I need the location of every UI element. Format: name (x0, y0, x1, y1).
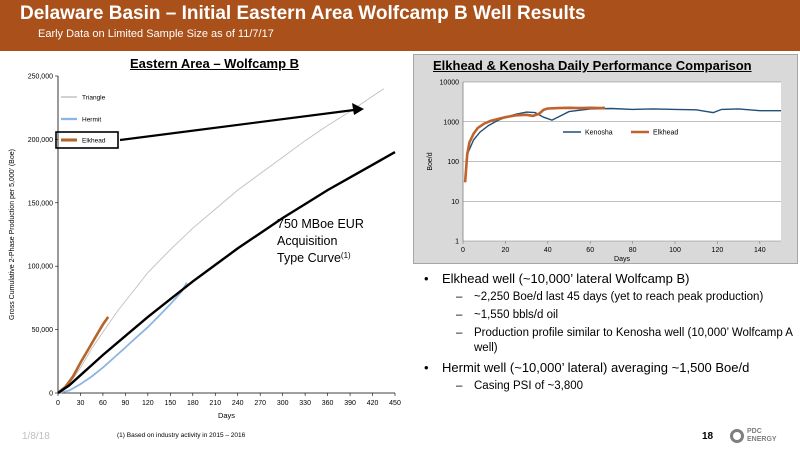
x-axis-label: Days (218, 411, 235, 420)
x-tick-label: 390 (344, 400, 356, 407)
x-tick-label: 180 (187, 400, 199, 407)
x-tick-label: 150 (164, 400, 176, 407)
sub-bullet: ~2,250 Boe/d last 45 days (yet to reach … (420, 290, 795, 305)
x-tick-label: 300 (277, 400, 289, 407)
y-tick-label: 10000 (440, 80, 460, 87)
y-tick-label: 10 (451, 199, 459, 206)
x-tick-label: 210 (209, 400, 221, 407)
y-tick-label: 100,000 (28, 264, 53, 271)
bullet-hermit: Hermit well (~10,000’ lateral) averaging… (420, 359, 795, 376)
footer-date: 1/8/18 (22, 431, 50, 442)
y-tick-label: 1000 (443, 119, 459, 126)
legend-label: Elkhead (653, 130, 678, 137)
legend-label: Hermit (82, 117, 101, 124)
logo-text-bottom: ENERGY (747, 436, 777, 443)
left-chart-title: Eastern Area – Wolfcamp B (130, 56, 300, 71)
type-curve-line-1: 750 MBoe EUR (277, 217, 364, 231)
y-tick-label: 0 (49, 391, 53, 398)
type-curve-line-3: Type Curve (277, 251, 341, 265)
series-line-750 (57, 151, 396, 394)
left-chart: 0 50,000 100,000 150,000 200,000 250,000 0 30 60… (9, 74, 401, 421)
x-tick-label: 360 (322, 400, 334, 407)
y-axis-label: Boe/d (427, 152, 434, 170)
y-tick-label: 150,000 (28, 200, 53, 207)
y-axis-label: Gross Cumulative 2-Phase Production per … (9, 149, 16, 320)
sub-bullet: Casing PSI of ~3,800 (420, 379, 795, 394)
type-curve-label: 750 MBoe EUR Acquisition Type Curve(1) (277, 217, 364, 265)
page-number: 18 (702, 431, 714, 442)
x-tick-label: 330 (299, 400, 311, 407)
x-tick-label: 270 (254, 400, 266, 407)
right-chart: 1 10 100 1000 10000 0 20 40 60 80 100 120 140 Days Boe… (427, 80, 781, 263)
x-tick-label: 30 (77, 400, 85, 407)
x-tick-label: 450 (389, 400, 401, 407)
legend-label: Triangle (82, 95, 106, 102)
footnote: (1) Based on industry activity in 2015 –… (117, 432, 246, 439)
x-tick-label: 0 (56, 400, 60, 407)
right-chart-title: Elkhead & Kenosha Daily Performance Comp… (433, 58, 752, 73)
callout-arrow-line (119, 108, 355, 142)
x-tick-label: 90 (122, 400, 130, 407)
y-tick-label: 200,000 (28, 137, 53, 144)
series-line-kenosha (466, 107, 781, 155)
page-subtitle: Early Data on Limited Sample Size as of … (38, 28, 274, 40)
y-tick-label: 50,000 (32, 327, 54, 334)
series-line-elkhead (57, 316, 110, 394)
legend-label: Kenosha (585, 130, 613, 137)
logo-text-top: PDC (747, 428, 762, 435)
callout-arrow-head-icon (352, 103, 364, 115)
page-title: Delaware Basin – Initial Eastern Area Wo… (20, 3, 586, 24)
x-tick-label: 60 (99, 400, 107, 407)
series-line-hermit (57, 282, 188, 394)
header-bar: Delaware Basin – Initial Eastern Area Wo… (0, 0, 800, 51)
x-tick-label: 60 (586, 247, 594, 254)
x-tick-label: 100 (669, 247, 681, 254)
x-tick-label: 20 (502, 247, 510, 254)
legend-highlight-box (55, 131, 119, 149)
x-tick-label: 140 (754, 247, 766, 254)
x-tick-label: 120 (712, 247, 724, 254)
y-tick-label: 1 (455, 239, 459, 246)
company-logo: PDC ENERGY (730, 427, 790, 445)
logo-mark-icon (730, 429, 744, 443)
y-tick-label: 100 (447, 159, 459, 166)
type-curve-line-2: Acquisition (277, 234, 337, 248)
series-line-elkhead (463, 106, 606, 183)
x-tick-label: 420 (367, 400, 379, 407)
type-curve-superscript: (1) (341, 251, 351, 260)
sub-bullet: Production profile similar to Kenosha we… (420, 326, 795, 356)
sub-bullet: ~1,550 bbls/d oil (420, 308, 795, 323)
x-tick-label: 240 (232, 400, 244, 407)
x-tick-label: 40 (544, 247, 552, 254)
x-axis-label: Days (614, 256, 630, 263)
bullet-elkhead: Elkhead well (~10,000’ lateral Wolfcamp … (420, 270, 795, 287)
legend-label: Elkhead (82, 138, 106, 145)
x-tick-label: 80 (629, 247, 637, 254)
series-line-triangle (57, 88, 385, 394)
x-tick-label: 120 (142, 400, 154, 407)
y-tick-label: 250,000 (28, 74, 53, 81)
bullet-list: Elkhead well (~10,000’ lateral Wolfcamp … (420, 270, 795, 397)
x-tick-label: 0 (461, 247, 465, 254)
